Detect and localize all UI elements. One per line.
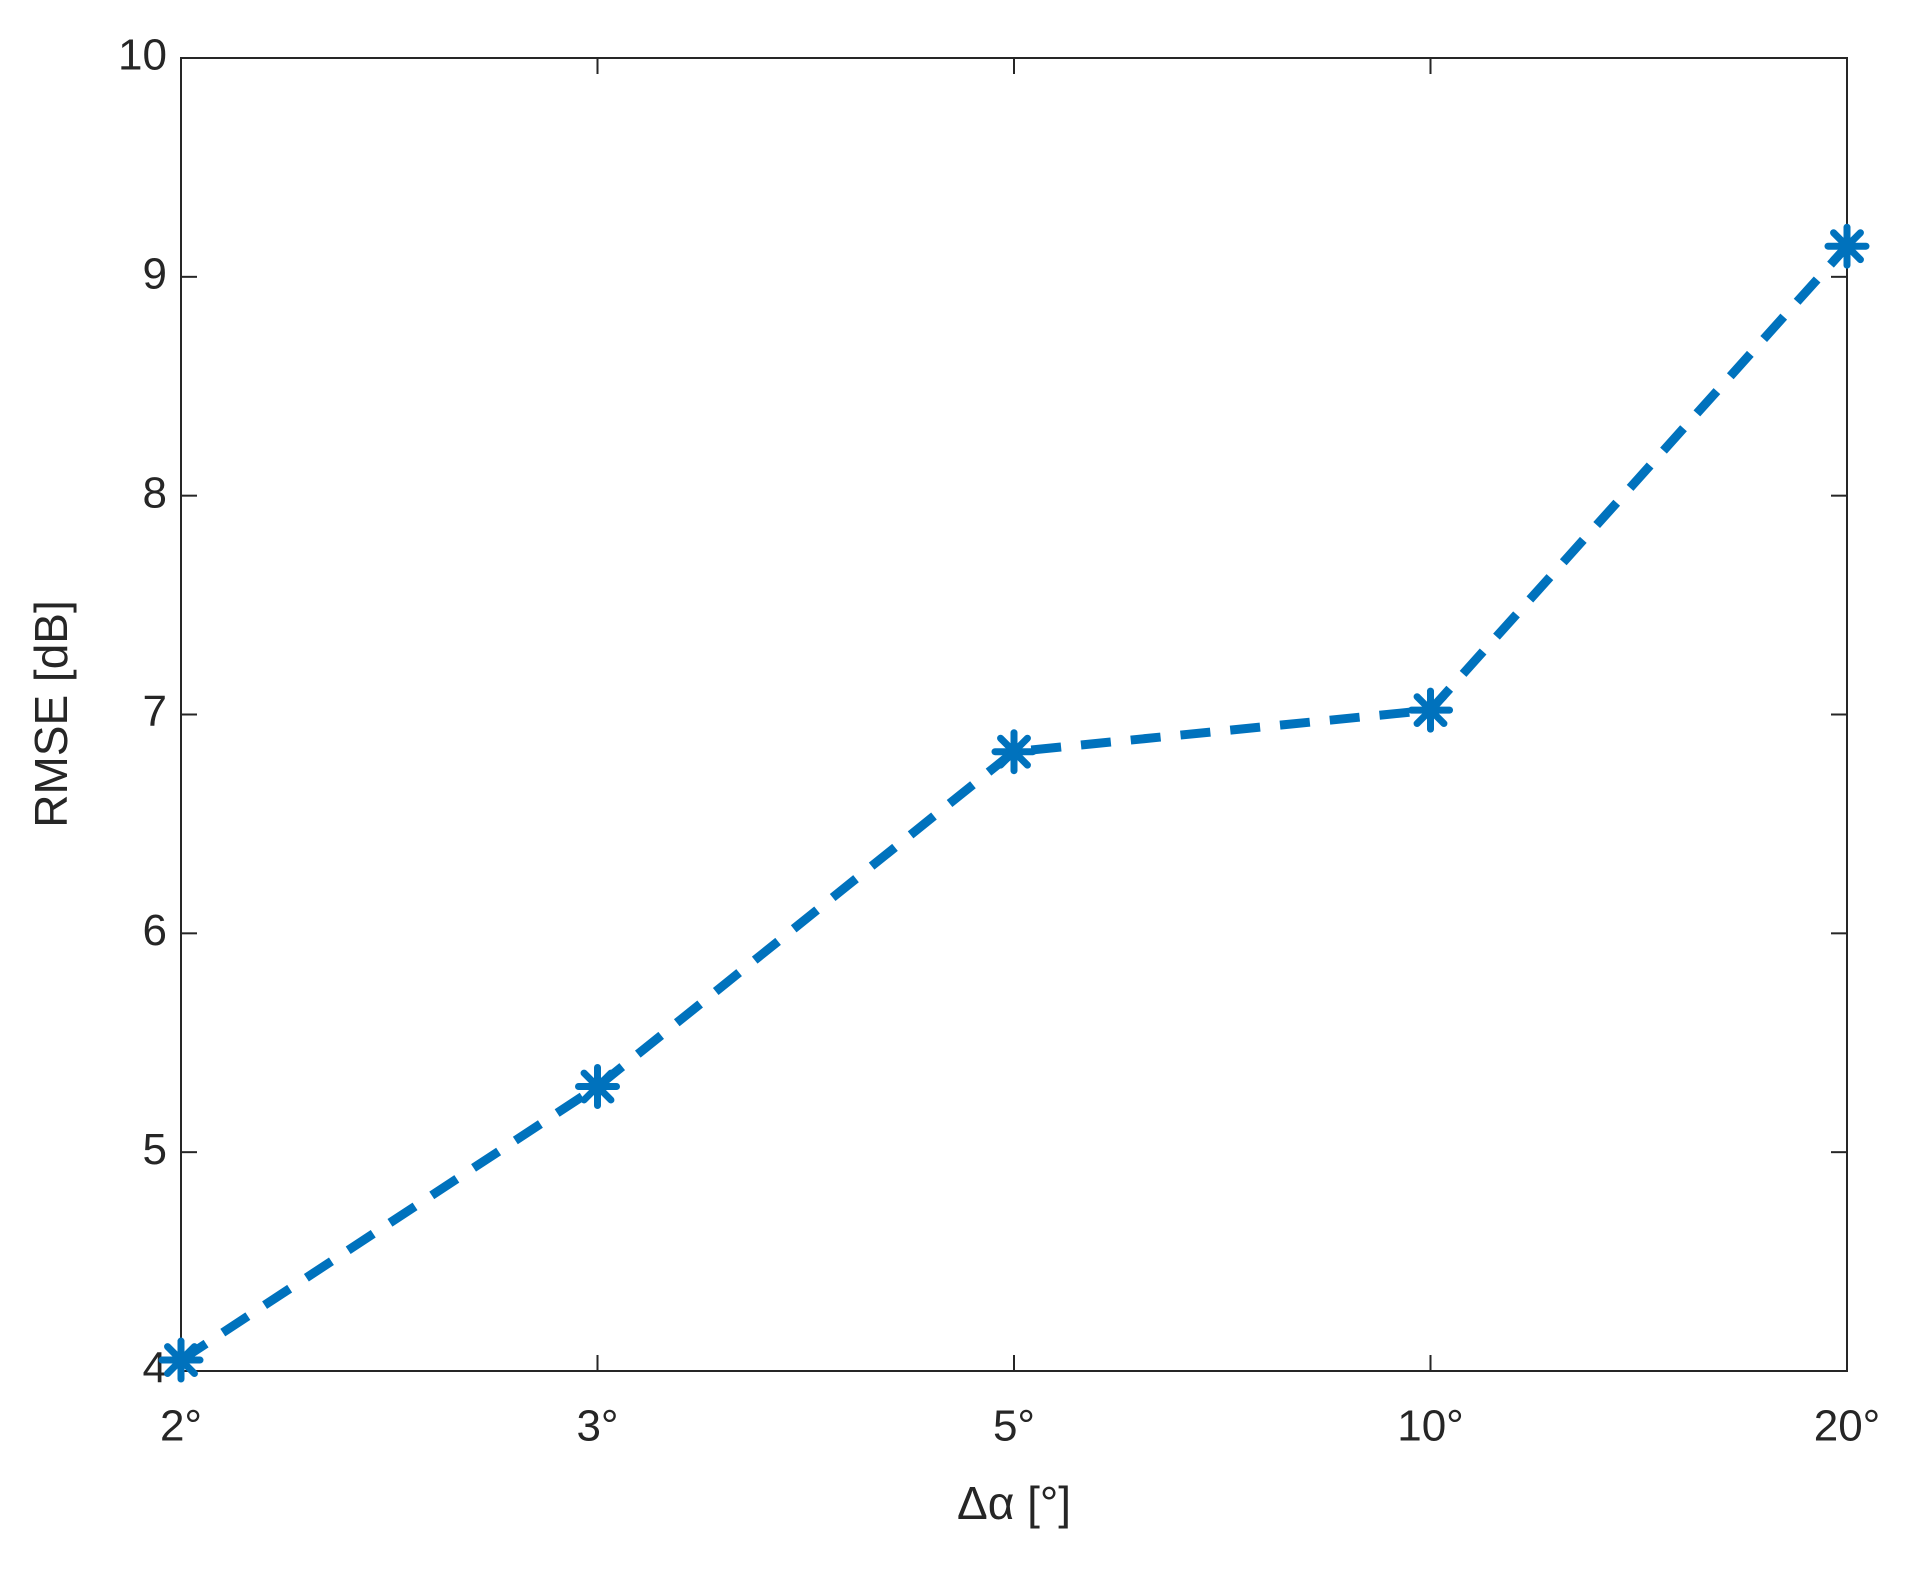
x-tick-label: 2° bbox=[160, 1402, 202, 1451]
data-marker bbox=[158, 1337, 204, 1383]
data-marker bbox=[1408, 687, 1453, 733]
x-tick-label: 10° bbox=[1397, 1402, 1464, 1451]
y-tick-label: 10 bbox=[118, 31, 167, 80]
data-line bbox=[178, 243, 1851, 1364]
x-tick-label: 20° bbox=[1814, 1402, 1881, 1451]
y-tick-label: 4 bbox=[143, 1344, 167, 1393]
y-tick-label: 8 bbox=[143, 468, 167, 517]
marker-stroke bbox=[1413, 693, 1448, 728]
y-tick-label: 7 bbox=[143, 687, 167, 736]
data-marker bbox=[991, 729, 1037, 775]
y-axis-title: RMSE [dB] bbox=[25, 600, 77, 828]
data-marker bbox=[1824, 223, 1870, 269]
marker-stroke bbox=[164, 1343, 198, 1377]
y-tick-label: 9 bbox=[143, 249, 167, 298]
x-tick-label: 5° bbox=[993, 1402, 1035, 1451]
plot-frame bbox=[180, 57, 1848, 1372]
data-marker bbox=[575, 1064, 620, 1110]
marker-stroke bbox=[997, 734, 1031, 769]
y-tick-label: 5 bbox=[143, 1125, 167, 1174]
x-tick-label: 3° bbox=[576, 1402, 618, 1451]
marker-stroke bbox=[580, 1069, 615, 1104]
marker-stroke bbox=[1830, 229, 1864, 264]
y-tick-label: 6 bbox=[143, 906, 167, 955]
x-axis-title: Δα [°] bbox=[957, 1477, 1071, 1529]
